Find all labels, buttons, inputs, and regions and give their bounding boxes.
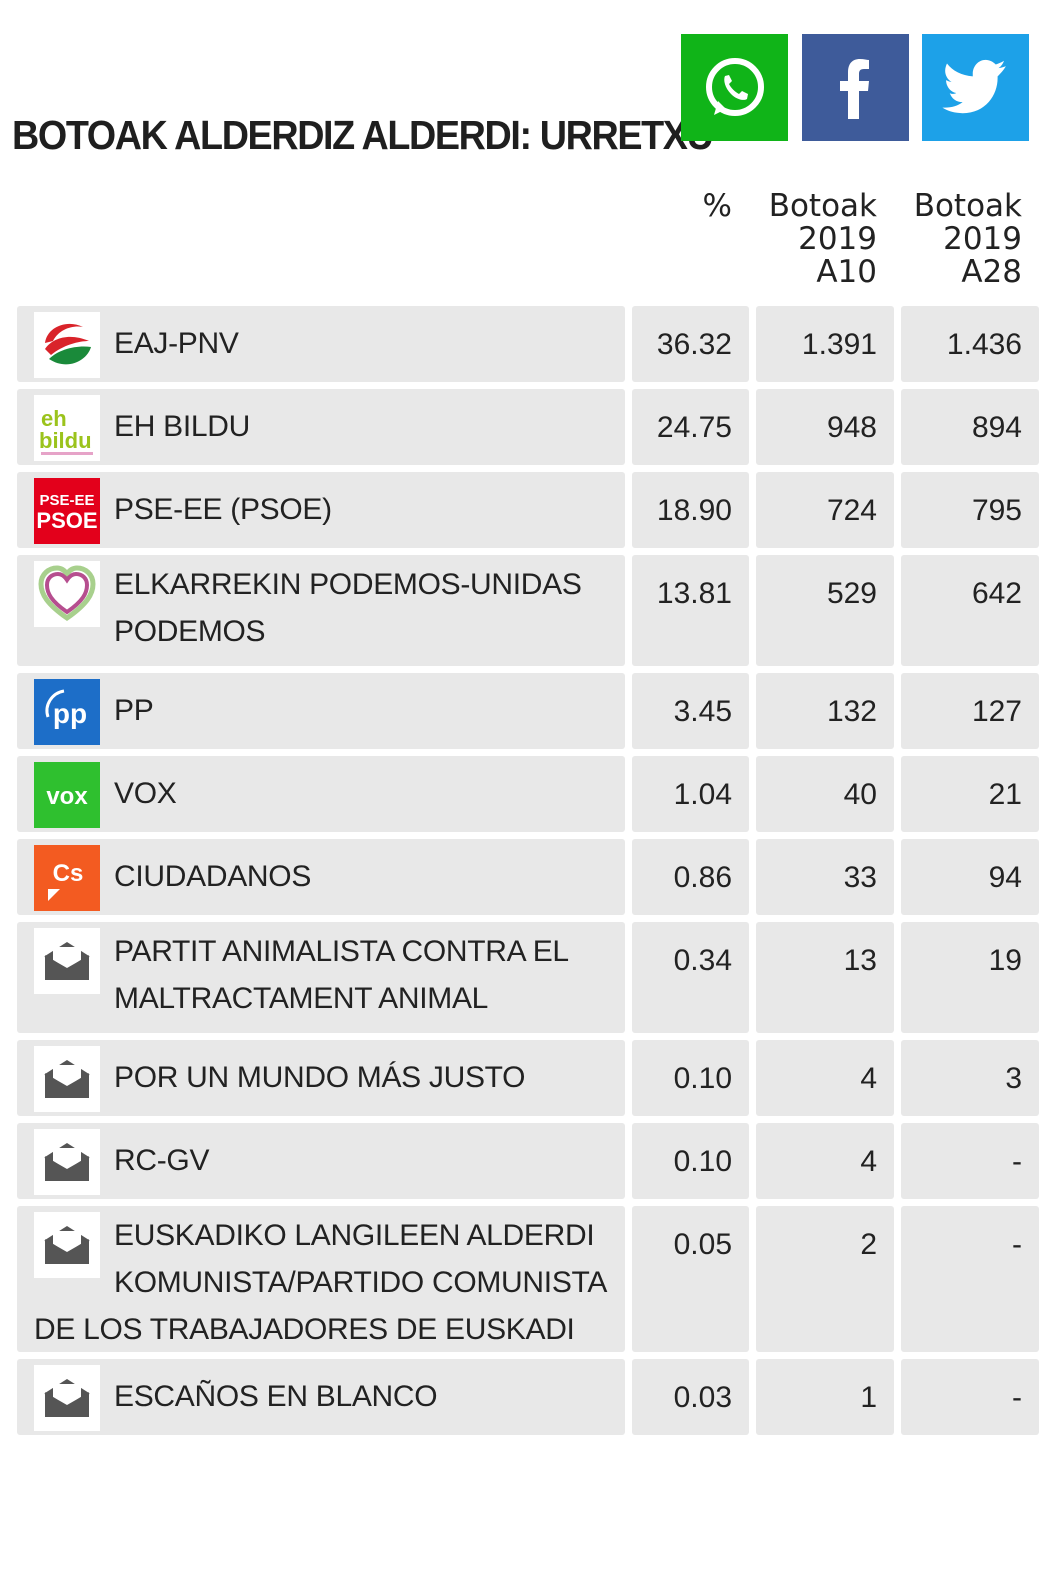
votes-a28-cell: 894 — [901, 389, 1039, 465]
eaj-pnv-logo — [34, 312, 100, 378]
votes-a10-cell: 33 — [756, 839, 894, 915]
twitter-icon — [941, 59, 1006, 113]
percent-cell: 24.75 — [632, 389, 749, 465]
party-cell: EAJ-PNV — [17, 306, 625, 382]
percent-cell: 0.03 — [632, 1359, 749, 1435]
table-row: pp PP 3.45 132 127 — [17, 673, 1039, 749]
podemos-heart-logo — [34, 561, 100, 627]
percent-cell: 0.10 — [632, 1040, 749, 1116]
votes-a28-cell: - — [901, 1359, 1039, 1435]
party-cell: vox VOX — [17, 756, 625, 832]
percent-cell: 0.34 — [632, 922, 749, 1033]
votes-a28-cell: 21 — [901, 756, 1039, 832]
party-cell: pp PP — [17, 673, 625, 749]
svg-text:eh: eh — [41, 406, 67, 431]
party-cell: ELKARREKIN PODEMOS-UNIDAS PODEMOS — [17, 555, 625, 666]
svg-text:PSE-EE: PSE-EE — [39, 492, 94, 509]
percent-cell: 3.45 — [632, 673, 749, 749]
table-row: POR UN MUNDO MÁS JUSTO 0.10 4 3 — [17, 1040, 1039, 1116]
percent-cell: 1.04 — [632, 756, 749, 832]
votes-a10-cell: 2 — [756, 1206, 894, 1352]
svg-text:pp: pp — [53, 698, 87, 729]
ballot-envelope-icon — [34, 1212, 100, 1278]
votes-a28-cell: 795 — [901, 472, 1039, 548]
ballot-envelope-icon — [34, 1046, 100, 1112]
table-row: PSE-EE PSOE PSE-EE (PSOE) 18.90 724 795 — [17, 472, 1039, 548]
vox-logo: vox — [34, 762, 100, 828]
psoe-logo: PSE-EE PSOE — [34, 478, 100, 544]
table-row: EUSKADIKO LANGILEEN ALDERDI KOMUNISTA/PA… — [17, 1206, 1039, 1352]
votes-a28-cell: 1.436 — [901, 306, 1039, 382]
votes-a28-cell: 94 — [901, 839, 1039, 915]
column-header-votes-a28: Botoak 2019 A28 — [913, 188, 1022, 290]
eh-bildu-logo: eh bildu — [34, 395, 100, 461]
votes-a10-cell: 13 — [756, 922, 894, 1033]
votes-a10-cell: 4 — [756, 1123, 894, 1199]
whatsapp-share-button[interactable] — [681, 34, 788, 141]
party-cell: Cs CIUDADANOS — [17, 839, 625, 915]
votes-a28-cell: 3 — [901, 1040, 1039, 1116]
party-cell: ESCAÑOS EN BLANCO — [17, 1359, 625, 1435]
facebook-share-button[interactable] — [802, 34, 909, 141]
whatsapp-icon — [705, 57, 764, 116]
results-table: EAJ-PNV 36.32 1.391 1.436 eh bildu EH BI… — [17, 306, 1039, 1442]
table-row: ESCAÑOS EN BLANCO 0.03 1 - — [17, 1359, 1039, 1435]
column-header-votes-a10: Botoak 2019 A10 — [768, 188, 877, 290]
percent-cell: 0.05 — [632, 1206, 749, 1352]
svg-text:vox: vox — [46, 783, 88, 810]
votes-a10-cell: 132 — [756, 673, 894, 749]
svg-text:bildu: bildu — [39, 428, 92, 453]
party-cell: PSE-EE PSOE PSE-EE (PSOE) — [17, 472, 625, 548]
votes-a10-cell: 1 — [756, 1359, 894, 1435]
table-row: EAJ-PNV 36.32 1.391 1.436 — [17, 306, 1039, 382]
ballot-envelope-icon — [34, 1365, 100, 1431]
votes-a10-cell: 1.391 — [756, 306, 894, 382]
ballot-envelope-icon — [34, 1129, 100, 1195]
percent-cell: 0.86 — [632, 839, 749, 915]
votes-a10-cell: 40 — [756, 756, 894, 832]
table-row: RC-GV 0.10 4 - — [17, 1123, 1039, 1199]
svg-text:Cs: Cs — [53, 860, 84, 887]
table-row: PARTIT ANIMALISTA CONTRA EL MALTRACTAMEN… — [17, 922, 1039, 1033]
percent-cell: 13.81 — [632, 555, 749, 666]
votes-a28-cell: - — [901, 1123, 1039, 1199]
party-cell: EUSKADIKO LANGILEEN ALDERDI KOMUNISTA/PA… — [17, 1206, 625, 1352]
votes-a10-cell: 529 — [756, 555, 894, 666]
percent-cell: 18.90 — [632, 472, 749, 548]
party-cell: eh bildu EH BILDU — [17, 389, 625, 465]
votes-a28-cell: - — [901, 1206, 1039, 1352]
svg-text:PSOE: PSOE — [36, 508, 97, 533]
column-header-percent: % — [702, 188, 732, 224]
votes-a28-cell: 642 — [901, 555, 1039, 666]
ciudadanos-logo: Cs — [34, 845, 100, 911]
votes-a10-cell: 4 — [756, 1040, 894, 1116]
votes-a28-cell: 19 — [901, 922, 1039, 1033]
pp-logo: pp — [34, 679, 100, 745]
party-cell: RC-GV — [17, 1123, 625, 1199]
page-title: BOTOAK ALDERDIZ ALDERDI: URRETXU — [12, 112, 714, 158]
votes-a28-cell: 127 — [901, 673, 1039, 749]
percent-cell: 36.32 — [632, 306, 749, 382]
party-cell: PARTIT ANIMALISTA CONTRA EL MALTRACTAMEN… — [17, 922, 625, 1033]
ballot-envelope-icon — [34, 928, 100, 994]
percent-cell: 0.10 — [632, 1123, 749, 1199]
table-row: ELKARREKIN PODEMOS-UNIDAS PODEMOS 13.81 … — [17, 555, 1039, 666]
table-row: vox VOX 1.04 40 21 — [17, 756, 1039, 832]
table-row: Cs CIUDADANOS 0.86 33 94 — [17, 839, 1039, 915]
facebook-icon — [839, 58, 869, 119]
table-row: eh bildu EH BILDU 24.75 948 894 — [17, 389, 1039, 465]
party-cell: POR UN MUNDO MÁS JUSTO — [17, 1040, 625, 1116]
votes-a10-cell: 724 — [756, 472, 894, 548]
twitter-share-button[interactable] — [922, 34, 1029, 141]
votes-a10-cell: 948 — [756, 389, 894, 465]
